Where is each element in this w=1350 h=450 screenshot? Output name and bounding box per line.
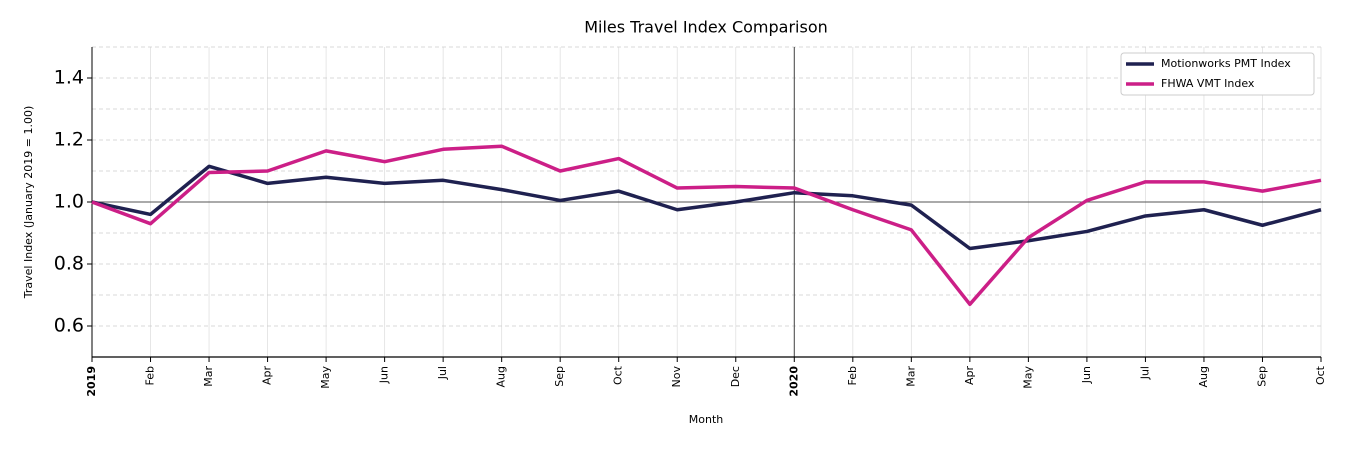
x-tick-label: Jul: [436, 366, 449, 380]
x-tick-label: Aug: [1197, 366, 1210, 387]
legend: Motionworks PMT Index FHWA VMT Index: [1120, 52, 1315, 96]
x-tick-label: Mar: [202, 366, 215, 387]
series-line: [91, 144, 1322, 307]
x-tick-label: Nov: [670, 366, 683, 388]
x-tick-label: Sep: [553, 366, 566, 387]
x-tick-label: Jul: [1138, 366, 1151, 380]
x-tick-label: Aug: [495, 366, 508, 387]
x-tick-label: Mar: [904, 366, 917, 387]
legend-frame: [1120, 52, 1315, 96]
legend-label: FHWA VMT Index: [1161, 77, 1255, 90]
x-tick-label: May: [1021, 366, 1034, 389]
x-tick-label: Oct: [1314, 365, 1327, 385]
y-tick-label: 0.8: [54, 253, 84, 275]
x-tick-label: May: [319, 366, 332, 389]
x-tick-label: Jun: [378, 366, 391, 384]
chart-title: Miles Travel Index Comparison: [584, 18, 828, 37]
x-tick-label: Feb: [144, 366, 157, 385]
x-tick-label: Sep: [1255, 366, 1268, 387]
series-line: [91, 164, 1322, 251]
y-tick-label: 1.2: [54, 129, 84, 151]
x-tick-label: Apr: [963, 366, 976, 386]
x-tick-label: Apr: [261, 366, 274, 386]
y-axis-label: Travel Index (January 2019 = 1.00): [22, 106, 35, 299]
x-tick-label: Jun: [1080, 366, 1093, 384]
x-tick-label: 2020: [787, 366, 800, 397]
y-tick-label: 1.0: [54, 191, 84, 213]
legend-label: Motionworks PMT Index: [1161, 57, 1291, 70]
x-tick-label: 2019: [85, 366, 98, 397]
y-tick-label: 1.4: [54, 67, 84, 89]
y-tick-label: 0.6: [54, 315, 84, 337]
x-tick-label: Feb: [846, 366, 859, 385]
x-axis-label: Month: [689, 413, 724, 426]
x-tick-label: Oct: [612, 365, 625, 385]
x-tick-label: Dec: [729, 366, 742, 387]
